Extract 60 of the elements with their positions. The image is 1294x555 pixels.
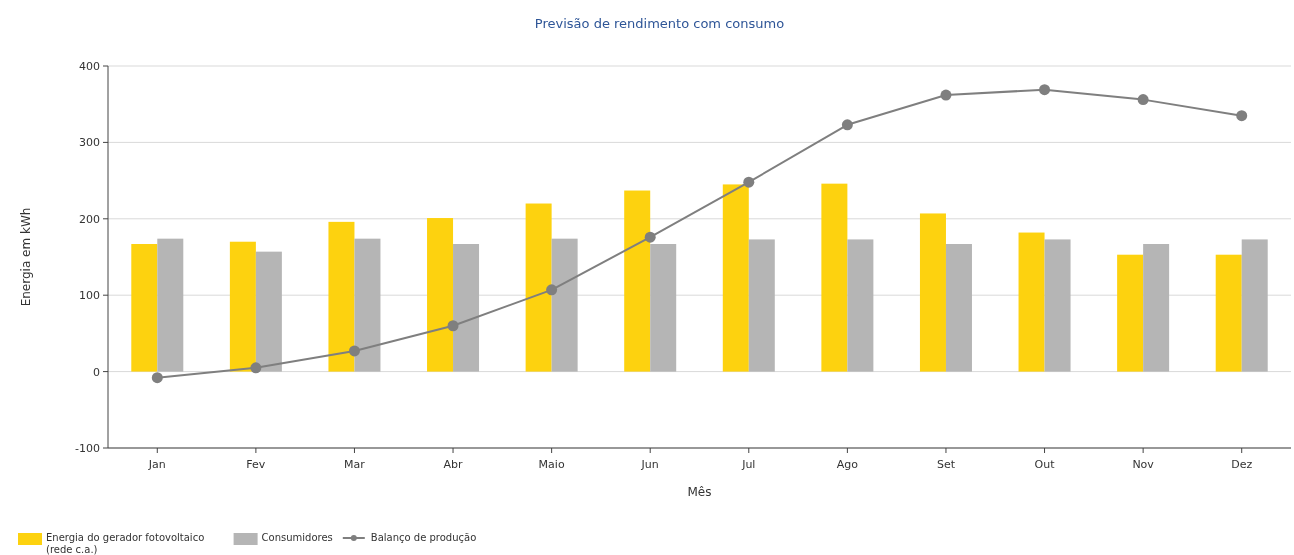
x-tick-label: Ago <box>836 458 859 471</box>
point <box>348 345 360 357</box>
y-tick-label: 100 <box>79 289 100 303</box>
bar <box>255 251 282 372</box>
y-tick-label: 0 <box>93 365 100 379</box>
chart-title: Previsão de rendimento com consumo <box>534 16 785 31</box>
bar <box>722 184 749 372</box>
bar <box>328 221 355 372</box>
point <box>447 320 459 332</box>
point <box>644 231 656 243</box>
bar <box>847 239 874 372</box>
x-tick-label: Jan <box>147 458 166 471</box>
x-tick-label: Fev <box>246 458 266 471</box>
point <box>250 362 262 374</box>
x-tick-label: Out <box>1034 458 1056 471</box>
bar <box>1215 254 1242 372</box>
legend-label: Energia do gerador fotovoltaico (rede c.a.) <box>46 532 205 555</box>
bar <box>131 244 158 372</box>
bar <box>1143 244 1170 372</box>
x-tick-label: Nov <box>1132 458 1155 471</box>
bar <box>821 183 848 372</box>
bar <box>453 244 480 372</box>
point <box>546 284 558 296</box>
x-tick-label: Maio <box>538 458 565 471</box>
x-tick-label: Set <box>936 458 956 471</box>
x-tick-label: Abr <box>443 458 464 471</box>
x-tick-label: Jul <box>741 458 756 471</box>
x-tick-label: Mar <box>344 458 366 471</box>
point <box>1236 110 1248 122</box>
x-tick-label: Jun <box>640 458 659 471</box>
bar <box>525 203 552 372</box>
y-tick-label: 300 <box>79 136 100 150</box>
point <box>841 119 853 131</box>
bar <box>748 239 775 372</box>
bar <box>354 238 381 372</box>
point <box>1137 94 1149 106</box>
point <box>940 89 952 101</box>
bar <box>1044 239 1071 372</box>
bar <box>157 238 184 372</box>
bar <box>1018 232 1045 372</box>
bar <box>1241 239 1268 372</box>
bar <box>427 218 454 372</box>
point <box>1039 84 1051 96</box>
x-tick-label: Dez <box>1231 458 1253 471</box>
y-axis-title: Energia em kWh <box>19 207 33 307</box>
point <box>151 372 163 384</box>
point <box>743 176 755 188</box>
bar <box>650 244 677 372</box>
bar <box>624 190 651 372</box>
bar <box>945 244 972 372</box>
y-tick-label: 200 <box>79 212 100 226</box>
bar <box>919 213 946 372</box>
x-axis-title: Mês <box>687 485 712 499</box>
bar <box>229 241 256 372</box>
bar <box>551 238 578 372</box>
y-tick-label: -100 <box>75 442 100 455</box>
y-tick-label: 400 <box>79 60 100 73</box>
bar <box>1117 254 1144 372</box>
legend-label: Balanço de produção <box>370 532 477 543</box>
legend-label: Consumidores <box>261 532 333 543</box>
